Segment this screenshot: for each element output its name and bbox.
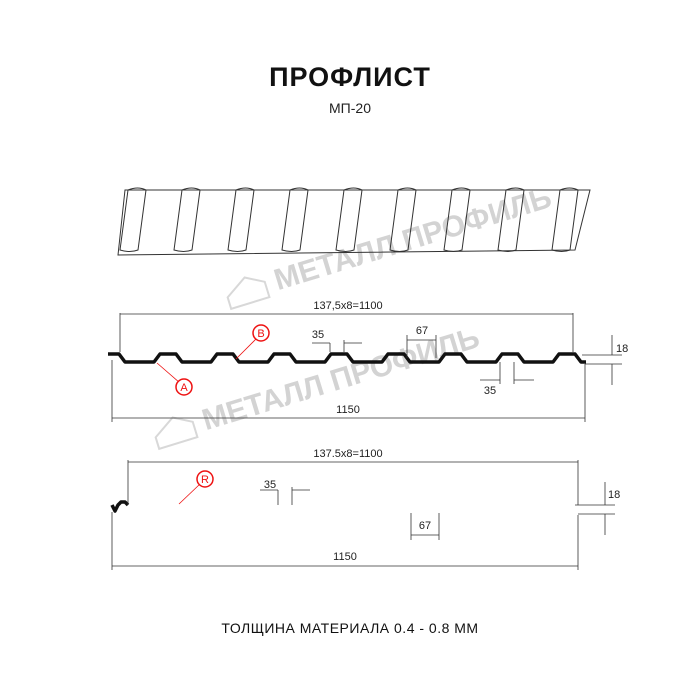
trough-width-label: 67	[416, 325, 428, 337]
height-label: 18	[616, 343, 628, 355]
sheet-rib	[227, 187, 255, 252]
svg-text:МЕТАЛЛ ПРОФИЛЬ: МЕТАЛЛ ПРОФИЛЬ	[198, 321, 483, 437]
profile-bottom: 137.5x8=1100 1150 35 67 18 R	[110, 448, 620, 570]
marker-a: A	[156, 362, 193, 396]
crest-width-label: 35	[264, 479, 276, 491]
sheet-rib	[119, 187, 147, 252]
sheet-rib	[335, 187, 363, 252]
sheet-rib	[173, 187, 201, 252]
profile-top-line	[108, 352, 586, 364]
page-title: ПРОФЛИСТ	[269, 62, 431, 92]
sheet-outline	[117, 189, 591, 256]
marker-r: R	[178, 470, 214, 505]
page-subtitle: МП-20	[329, 100, 371, 116]
pitch-label: 137.5x8=1100	[313, 448, 382, 460]
sheet-3d-illustration	[117, 187, 591, 256]
svg-text:A: A	[180, 382, 188, 394]
material-thickness-note: ТОЛЩИНА МАТЕРИАЛА 0.4 - 0.8 ММ	[221, 620, 479, 636]
width-label: 1150	[333, 551, 357, 563]
svg-text:R: R	[201, 474, 209, 486]
sheet-rib	[281, 187, 309, 252]
crest-width-label-2: 35	[484, 385, 496, 397]
height-label: 18	[608, 489, 620, 501]
pitch-label: 137,5x8=1100	[313, 300, 382, 312]
sheet-rib	[389, 187, 417, 252]
trough-width-label: 67	[419, 520, 431, 532]
crest-width-label: 35	[312, 329, 324, 341]
watermark-1: МЕТАЛЛ ПРОФИЛЬ	[226, 181, 555, 311]
width-label: 1150	[336, 404, 360, 416]
marker-b: B	[235, 324, 270, 360]
svg-text:B: B	[257, 328, 264, 340]
profile-bottom-line	[110, 500, 130, 513]
sheet-rib	[551, 187, 579, 252]
svg-text:МЕТАЛЛ ПРОФИЛЬ: МЕТАЛЛ ПРОФИЛЬ	[270, 181, 555, 297]
profile-top: 137,5x8=1100 1150 35 67 35 18 A B	[108, 300, 628, 422]
